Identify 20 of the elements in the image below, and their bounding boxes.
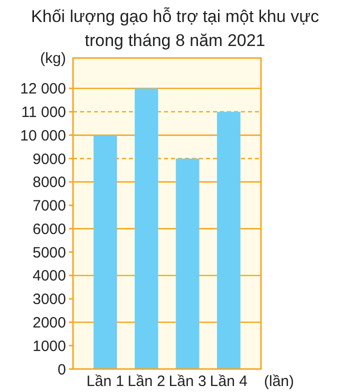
y-tick-label: 4000 [32,268,66,285]
y-axis-title: (kg) [40,50,66,67]
y-tick-label: 8000 [32,174,66,192]
x-tick-label: Lần 1 [86,373,124,390]
y-tick-label: 12 000 [20,80,66,98]
y-tick-label: 0 [58,361,66,378]
y-tick-label: 2000 [32,314,66,332]
y-tick-label: 6000 [32,220,66,238]
x-tick-label: Lần 3 [168,373,206,390]
x-axis-title: (lần) [264,373,294,390]
y-tick-label: 11 000 [21,104,66,122]
y-tick-label: 5000 [32,244,66,262]
y-tick-label: 7000 [32,198,66,215]
y-tick-label: 1000 [32,338,66,355]
y-tick-label: 9000 [32,150,66,168]
x-tick-label: Lần 2 [128,373,166,390]
y-tick-label: 3000 [32,291,66,308]
chart-title: Khối lượng gạo hỗ trợ tại một khu vực trong tháng 8 năm 2021 [31,7,320,50]
y-tick-label: 10 000 [20,127,66,144]
x-tick-label: Lần 4 [210,373,248,390]
